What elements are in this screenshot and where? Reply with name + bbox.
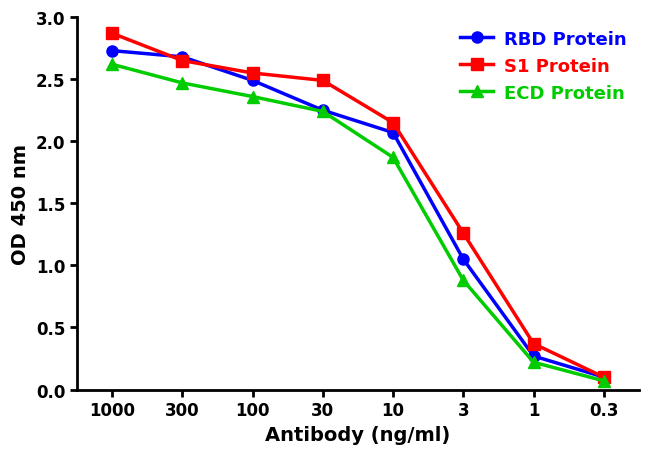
- X-axis label: Antibody (ng/ml): Antibody (ng/ml): [265, 425, 450, 444]
- Line: RBD Protein: RBD Protein: [107, 46, 609, 383]
- ECD Protein: [530, 360, 538, 365]
- S1 Protein: [108, 31, 116, 37]
- ECD Protein: [108, 62, 116, 68]
- RBD Protein: [249, 79, 257, 84]
- S1 Protein: [389, 121, 397, 126]
- RBD Protein: [179, 55, 187, 61]
- RBD Protein: [600, 374, 608, 380]
- S1 Protein: [249, 71, 257, 76]
- S1 Protein: [600, 374, 608, 380]
- ECD Protein: [460, 278, 467, 283]
- RBD Protein: [460, 257, 467, 263]
- RBD Protein: [108, 49, 116, 54]
- ECD Protein: [389, 155, 397, 161]
- S1 Protein: [179, 59, 187, 64]
- S1 Protein: [530, 341, 538, 347]
- Line: S1 Protein: S1 Protein: [107, 29, 609, 383]
- ECD Protein: [600, 378, 608, 384]
- RBD Protein: [389, 131, 397, 136]
- Y-axis label: OD 450 nm: OD 450 nm: [11, 143, 30, 264]
- S1 Protein: [319, 79, 327, 84]
- S1 Protein: [460, 231, 467, 236]
- ECD Protein: [249, 95, 257, 100]
- ECD Protein: [179, 81, 187, 86]
- RBD Protein: [319, 108, 327, 114]
- RBD Protein: [530, 354, 538, 359]
- ECD Protein: [319, 110, 327, 115]
- Legend: RBD Protein, S1 Protein, ECD Protein: RBD Protein, S1 Protein, ECD Protein: [457, 27, 630, 106]
- Line: ECD Protein: ECD Protein: [107, 60, 609, 387]
